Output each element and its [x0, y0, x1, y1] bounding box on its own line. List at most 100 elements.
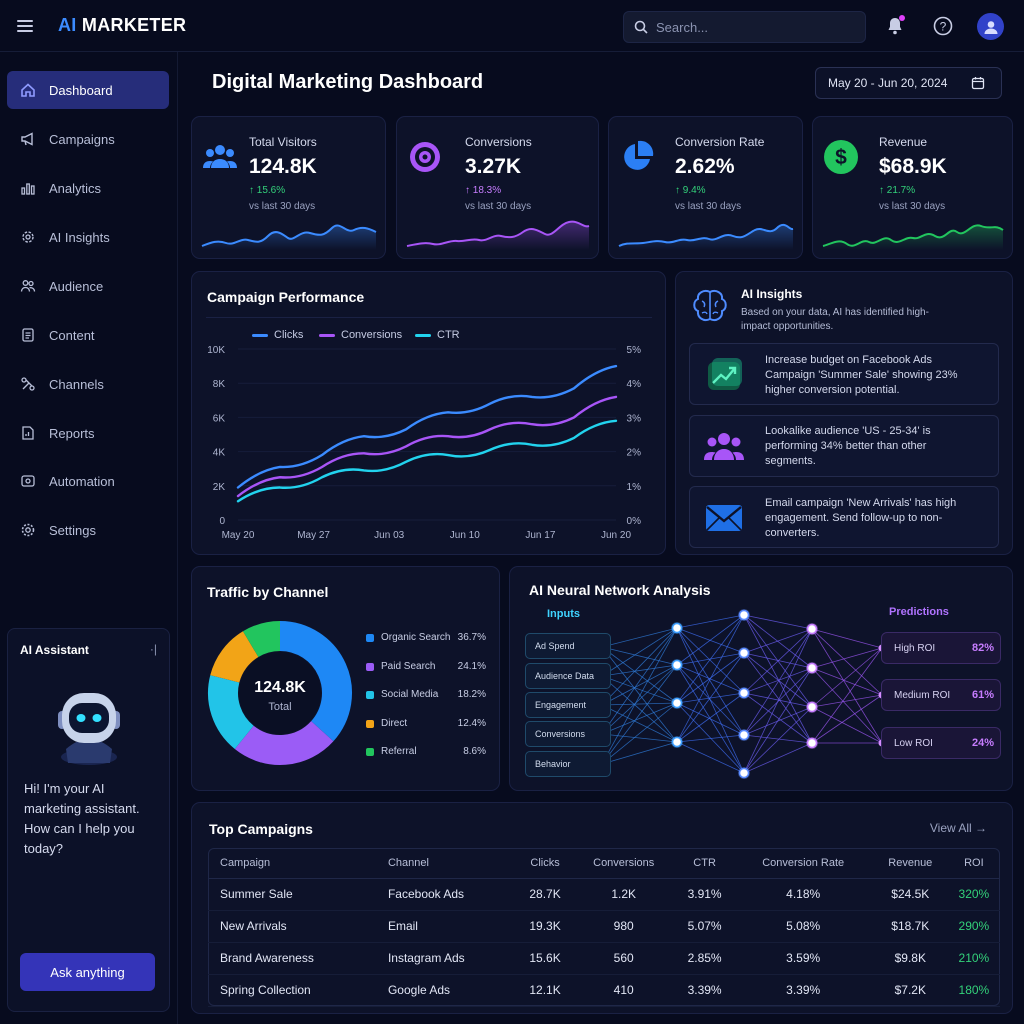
column-header[interactable]: Revenue: [872, 848, 948, 879]
sidebar-item-content[interactable]: Content: [7, 316, 169, 354]
nn-input-conversions: Conversions: [525, 721, 611, 747]
sidebar-item-dashboard[interactable]: Dashboard: [7, 71, 169, 109]
nn-edge: [601, 702, 678, 706]
nn-edge: [743, 652, 813, 744]
nn-edge: [811, 647, 883, 744]
notifications-button[interactable]: [885, 15, 905, 36]
nn-edge: [743, 692, 813, 708]
x-tick-label: Jun 17: [525, 530, 555, 541]
kpi-card-conversion-rate[interactable]: Conversion Rate 2.62% ↑ 9.4% vs last 30 …: [608, 116, 803, 259]
nn-edge: [601, 627, 678, 735]
insight-item[interactable]: Email campaign 'New Arrivals' has high e…: [689, 486, 999, 548]
date-range-picker[interactable]: May 20 - Jun 20, 2024: [815, 67, 1002, 99]
table-cell: 410: [571, 974, 676, 1007]
nn-edge: [811, 628, 883, 744]
nn-input-ad-spend: Ad Spend: [525, 633, 611, 659]
donut-slice: [208, 675, 255, 750]
kpi-card-visitors[interactable]: Total Visitors 124.8K ↑ 15.6% vs last 30…: [191, 116, 386, 259]
table-row[interactable]: Brand Awareness Instagram Ads 15.6K 560 …: [208, 942, 1000, 975]
column-header[interactable]: Conversions: [571, 848, 676, 879]
nn-input-behavior: Behavior: [525, 751, 611, 777]
sidebar-item-label: Dashboard: [49, 82, 113, 98]
date-range-label: May 20 - Jun 20, 2024: [828, 76, 948, 90]
table-cell: 980: [571, 910, 676, 943]
nn-edge: [601, 627, 678, 677]
nn-edge: [811, 706, 883, 744]
insight-text: Increase budget on Facebook Ads Campaign…: [765, 354, 958, 396]
sidebar-item-automation[interactable]: Automation: [7, 462, 169, 500]
column-header[interactable]: CTR: [675, 848, 734, 879]
nn-node: [738, 729, 750, 741]
table-row[interactable]: Spring Collection Google Ads 12.1K 410 3…: [208, 974, 1000, 1007]
y2-tick-label: 3%: [627, 413, 642, 424]
users-icon: [202, 139, 238, 175]
nn-node: [738, 687, 750, 699]
table-cell: 3.59%: [733, 942, 873, 975]
menu-icon[interactable]: [17, 20, 33, 32]
column-header[interactable]: ROI: [947, 848, 1000, 879]
user-avatar[interactable]: [977, 13, 1004, 40]
y-tick-label: 2K: [213, 482, 226, 493]
sidebar-item-settings[interactable]: Settings: [7, 511, 169, 549]
sparkline: [618, 223, 794, 250]
help-button[interactable]: ?: [933, 16, 953, 36]
help-icon: ?: [933, 16, 953, 36]
kpi-label: Conversion Rate: [675, 135, 765, 149]
channel-row-direct: Direct 12.4%: [366, 718, 486, 729]
sidebar-item-reports[interactable]: Reports: [7, 414, 169, 452]
table-cell: 3.39%: [675, 974, 734, 1007]
nn-node: [738, 767, 750, 779]
sidebar-item-ai-insights[interactable]: AI Insights: [7, 218, 169, 256]
prediction-low-roi: Low ROI 24%: [881, 727, 1001, 759]
ask-anything-button[interactable]: Ask anything: [20, 953, 155, 991]
sidebar-item-audience[interactable]: Audience: [7, 267, 169, 305]
inputs-label: Inputs: [547, 608, 580, 620]
nn-edge: [676, 614, 745, 666]
nn-edge: [743, 652, 813, 708]
view-all-link[interactable]: View All →: [929, 821, 987, 835]
insight-item[interactable]: Lookalike audience 'US - 25-34' is perfo…: [689, 415, 999, 477]
svg-text:$: $: [835, 146, 847, 169]
kpi-card-conversions[interactable]: Conversions 3.27K ↑ 18.3% vs last 30 day…: [396, 116, 599, 259]
ai-insights-card: AI Insights Based on your data, AI has i…: [675, 271, 1013, 555]
search-input[interactable]: [656, 19, 846, 35]
brand-logo[interactable]: AI MARKETER: [58, 15, 186, 36]
section-title: Campaign Performance: [207, 289, 365, 305]
user-icon: [984, 20, 997, 34]
sidebar-item-label: AI Insights: [49, 229, 110, 245]
y-tick-label: 6K: [213, 413, 226, 424]
campaign-performance-card: Campaign Performance Clicks Conversions …: [191, 271, 666, 555]
automation-icon: [19, 472, 37, 490]
sidebar-item-analytics[interactable]: Analytics: [7, 169, 169, 207]
nn-edge: [676, 614, 745, 629]
table-cell-roi: 290%: [947, 910, 1000, 943]
campaigns-table: Campaign Channel Clicks Conversions CTR …: [208, 848, 1000, 1007]
column-header[interactable]: Conversion Rate: [733, 848, 873, 879]
sidebar-item-campaigns[interactable]: Campaigns: [7, 120, 169, 158]
sidebar-item-channels[interactable]: Channels: [7, 365, 169, 403]
table-row[interactable]: Summer Sale Facebook Ads 28.7K 1.2K 3.91…: [208, 878, 1000, 911]
nn-edge: [676, 627, 745, 694]
x-tick-label: Jun 20: [601, 530, 631, 541]
sparkline: [201, 224, 377, 250]
nn-edge: [811, 667, 883, 744]
search-box[interactable]: [623, 11, 866, 43]
collapse-icon[interactable]: ·|: [149, 642, 157, 656]
column-header[interactable]: Clicks: [518, 848, 572, 879]
nn-edge: [811, 694, 883, 708]
donut-slice: [279, 621, 352, 742]
kpi-value: 2.62%: [675, 155, 735, 178]
brand-name: MARKETER: [81, 15, 187, 35]
column-header[interactable]: Campaign: [208, 848, 388, 879]
sidebar-item-label: Settings: [49, 522, 96, 538]
column-header[interactable]: Channel: [387, 848, 519, 879]
y2-tick-label: 1%: [627, 482, 642, 493]
kpi-card-revenue[interactable]: $ Revenue $68.9K ↑ 21.7% vs last 30 days: [812, 116, 1013, 259]
dollar-icon: $: [823, 139, 859, 175]
nn-edge: [676, 664, 745, 736]
x-tick-label: May 20: [222, 530, 255, 541]
nn-node: [671, 622, 683, 634]
table-row[interactable]: New Arrivals Email 19.3K 980 5.07% 5.08%…: [208, 910, 1000, 943]
insight-item[interactable]: Increase budget on Facebook Ads Campaign…: [689, 343, 999, 405]
nn-edge: [811, 628, 883, 649]
